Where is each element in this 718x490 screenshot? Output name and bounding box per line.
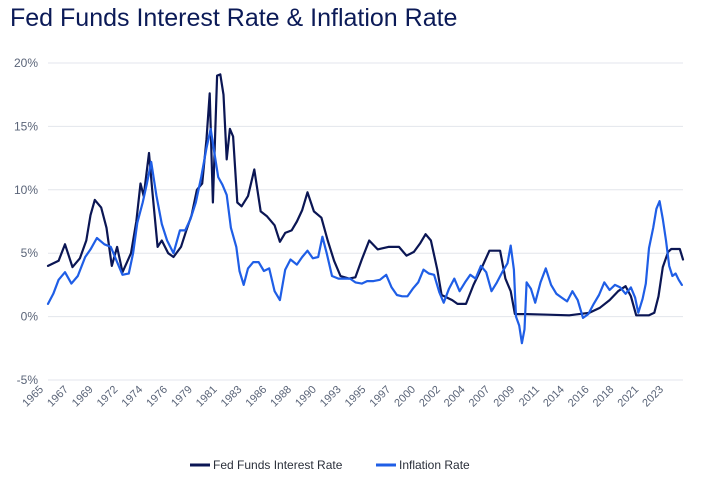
series-lines: [46, 73, 685, 345]
x-tick-label: 1986: [244, 384, 270, 410]
x-tick-label: 1990: [293, 384, 319, 410]
y-tick-label: 20%: [14, 56, 38, 70]
legend-label: Fed Funds Interest Rate: [213, 458, 343, 472]
legend-item-fed-funds: Fed Funds Interest Rate: [190, 458, 343, 472]
x-tick-label: 2021: [616, 384, 642, 410]
grid-lines: [48, 62, 683, 381]
x-tick-label: 1997: [368, 384, 394, 410]
x-tick-label: 1974: [120, 384, 146, 410]
x-tick-label: 2011: [517, 384, 542, 409]
x-tick-label: 1993: [318, 384, 344, 410]
x-tick-label: 1995: [343, 384, 369, 410]
x-tick-label: 1979: [169, 384, 195, 410]
legend-item-inflation: Inflation Rate: [376, 458, 470, 472]
y-axis-tick-labels: -5% 0% 5% 10% 15% 20%: [14, 56, 38, 387]
x-tick-label: 1983: [219, 384, 245, 410]
x-tick-label: 1965: [20, 384, 46, 410]
series-fed-funds-line: [46, 73, 685, 317]
x-tick-label: 1976: [144, 384, 170, 410]
chart-title: Fed Funds Interest Rate & Inflation Rate: [10, 4, 458, 32]
x-tick-label: 1969: [70, 384, 96, 410]
legend: Fed Funds Interest Rate Inflation Rate: [190, 458, 470, 472]
y-tick-label: -5%: [17, 373, 39, 387]
x-tick-label: 2018: [591, 384, 617, 410]
y-tick-label: 15%: [14, 119, 38, 133]
y-tick-label: 5%: [21, 246, 39, 260]
legend-label: Inflation Rate: [399, 458, 470, 472]
y-tick-label: 0%: [21, 310, 39, 324]
x-tick-label: 2014: [541, 384, 567, 410]
x-tick-label: 2016: [566, 384, 592, 410]
x-tick-label: 1981: [194, 384, 220, 410]
x-tick-label: 2000: [392, 384, 418, 410]
y-tick-label: 10%: [14, 183, 38, 197]
x-tick-label: 1988: [268, 384, 294, 410]
x-tick-label: 2023: [640, 384, 666, 410]
x-axis-tick-labels: 1965 1967 1969 1972 1974 1976 1979 1981 1983 1986…: [20, 384, 666, 410]
x-tick-label: 2004: [442, 384, 468, 410]
x-tick-label: 1967: [45, 384, 71, 410]
series-inflation-line: [46, 127, 684, 345]
x-tick-label: 1972: [95, 384, 121, 410]
x-tick-label: 2007: [467, 384, 493, 410]
x-tick-label: 2009: [492, 384, 518, 410]
x-tick-label: 2002: [417, 384, 443, 410]
